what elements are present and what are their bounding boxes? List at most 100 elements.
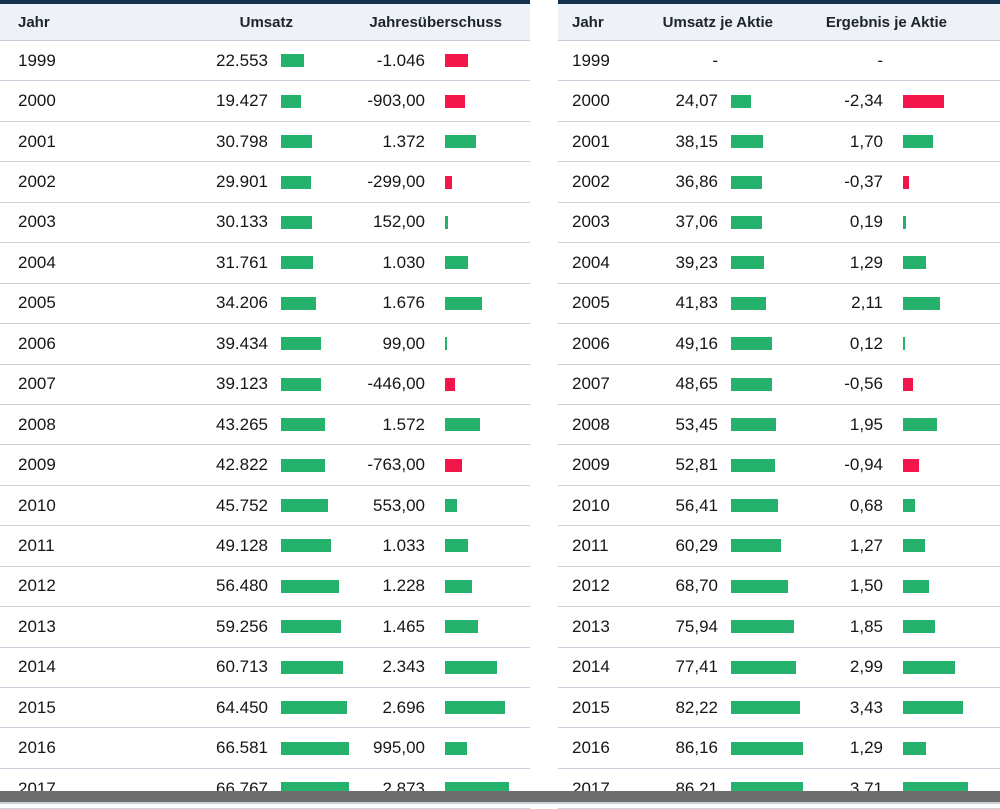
positive-bar (281, 215, 312, 229)
positive-bar (445, 499, 457, 513)
bar-cell (425, 499, 530, 513)
table-row: 2011 60,29 1,27 (558, 526, 1000, 567)
bar-cell (883, 215, 1000, 229)
table-je-aktie: Jahr Umsatz je Aktie Ergebnis je Aktie 1… (558, 0, 1000, 809)
positive-bar (281, 741, 349, 755)
value-cell: -0,37 (844, 172, 883, 192)
bar-cell (425, 256, 530, 270)
table-row: 2007 39.123 -446,00 (0, 364, 530, 405)
table-body: 1999 - - 2000 24,07 -2,34 2001 38,15 1,70 2002 36,… (558, 41, 1000, 809)
positive-bar (445, 701, 505, 715)
year-cell: 2000 (572, 91, 610, 111)
positive-bar (445, 135, 476, 149)
year-cell: 2012 (572, 576, 610, 596)
bar-cell (425, 458, 530, 472)
value-cell: -0,56 (844, 374, 883, 394)
year-cell: 2009 (572, 455, 610, 475)
value-cell: -2,34 (844, 91, 883, 111)
bar-cell (883, 418, 1000, 432)
value-cell: 82,22 (675, 697, 718, 717)
year-cell: 2006 (18, 333, 56, 353)
positive-bar (731, 135, 763, 149)
positive-bar (903, 256, 926, 270)
bar-cell (718, 458, 806, 472)
positive-bar (445, 215, 448, 229)
positive-bar (903, 579, 929, 593)
table-row: 2002 36,86 -0,37 (558, 162, 1000, 203)
year-cell: 2016 (18, 738, 56, 758)
negative-bar (445, 458, 462, 472)
table-row: 2000 19.427 -903,00 (0, 81, 530, 122)
year-cell: 1999 (18, 50, 56, 70)
year-cell: 2007 (572, 374, 610, 394)
value-cell: 37,06 (675, 212, 718, 232)
positive-bar (281, 579, 339, 593)
value-cell: 86,16 (675, 738, 718, 758)
value-cell: 29.901 (216, 172, 268, 192)
positive-bar (903, 418, 937, 432)
value-cell: 2,11 (851, 293, 883, 313)
table-row: 1999 - - (558, 41, 1000, 82)
bar-cell (718, 94, 806, 108)
positive-bar (731, 418, 776, 432)
bar-cell (883, 660, 1000, 674)
value-cell: 2.696 (382, 697, 425, 717)
value-cell: 77,41 (675, 657, 718, 677)
bar-cell (425, 296, 530, 310)
negative-bar (903, 175, 909, 189)
value-cell: 1,29 (849, 252, 883, 272)
value-cell: 3,43 (849, 697, 883, 717)
value-cell: 48,65 (675, 374, 718, 394)
value-cell: 39,23 (675, 252, 718, 272)
value-cell: -903,00 (367, 91, 425, 111)
year-cell: 2001 (18, 131, 56, 151)
table-row: 2013 75,94 1,85 (558, 607, 1000, 648)
bar-cell (268, 701, 350, 715)
negative-bar (445, 54, 468, 68)
positive-bar (445, 256, 468, 270)
bar-cell (425, 94, 530, 108)
table-body: 1999 22.553 -1.046 2000 19.427 -903,00 2001 30.… (0, 41, 530, 809)
year-cell: 2013 (18, 616, 56, 636)
value-cell: 66.581 (216, 738, 268, 758)
positive-bar (281, 620, 341, 634)
positive-bar (903, 701, 963, 715)
bar-cell (268, 337, 350, 351)
bar-cell (425, 579, 530, 593)
bar-cell (883, 337, 1000, 351)
table-row: 2016 86,16 1,29 (558, 728, 1000, 769)
bar-cell (718, 337, 806, 351)
value-cell: 553,00 (373, 495, 425, 515)
positive-bar (281, 54, 304, 68)
positive-bar (903, 135, 933, 149)
value-cell: 60.713 (216, 657, 268, 677)
value-cell: 1.676 (382, 293, 425, 313)
value-cell: 31.761 (216, 252, 268, 272)
bar-cell (425, 175, 530, 189)
value-cell: 75,94 (675, 616, 718, 636)
table-row: 2000 24,07 -2,34 (558, 81, 1000, 122)
negative-bar (903, 377, 913, 391)
column-header-ergebnis-je-aktie: Ergebnis je Aktie (825, 13, 947, 31)
year-cell: 2010 (572, 495, 610, 515)
positive-bar (281, 94, 301, 108)
table-row: 2005 41,83 2,11 (558, 283, 1000, 325)
bar-cell (268, 296, 350, 310)
value-cell: 152,00 (373, 212, 425, 232)
value-cell: 1,50 (849, 576, 883, 596)
value-cell: 0,68 (849, 495, 883, 515)
positive-bar (281, 660, 343, 674)
positive-bar (445, 579, 472, 593)
year-cell: 2011 (18, 535, 55, 555)
positive-bar (281, 175, 311, 189)
positive-bar (281, 458, 325, 472)
bar-cell (425, 539, 530, 553)
table-row: 2014 60.713 2.343 (0, 647, 530, 688)
positive-bar (281, 296, 316, 310)
positive-bar (903, 215, 906, 229)
table-row: 2016 66.581 995,00 (0, 728, 530, 769)
column-header-jahr: Jahr (572, 13, 604, 31)
table-row: 2007 48,65 -0,56 (558, 364, 1000, 405)
year-cell: 2000 (18, 91, 56, 111)
positive-bar (903, 660, 955, 674)
